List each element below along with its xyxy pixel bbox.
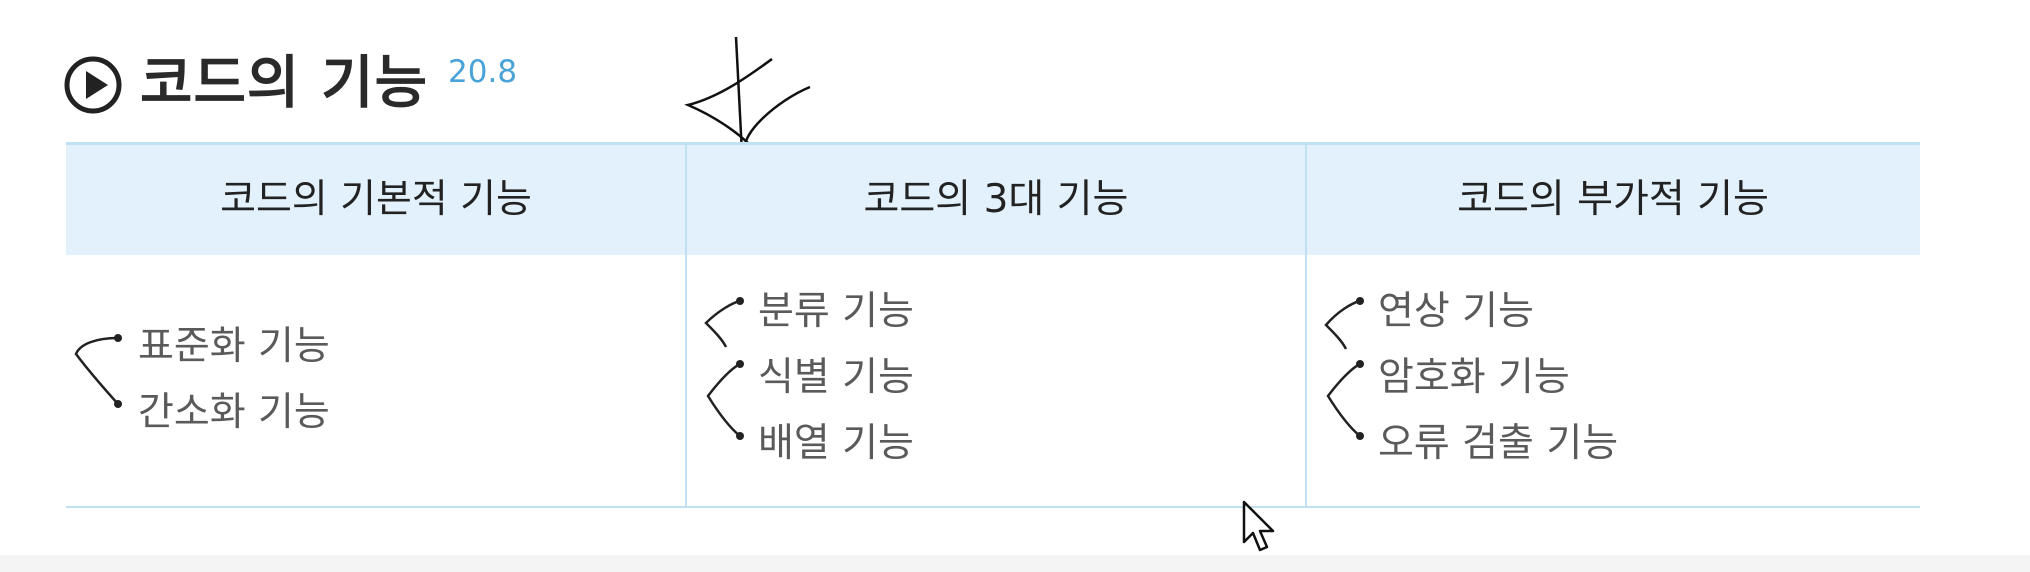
column-divider [685,142,687,508]
list-item-arrangement: 배열 기능 [758,421,914,466]
table-header-row: 코드의 기본적 기능 코드의 3대 기능 코드의 부가적 기능 [66,142,1920,255]
list-item-identification: 식별 기능 [758,355,914,400]
bracket-icon [704,297,744,348]
table-bottom-border [66,506,1920,508]
section-title: 코드의 기능 [140,50,429,116]
bracket-icon [74,334,122,408]
list-item-encryption: 암호화 기능 [1378,355,1570,400]
section-heading: 코드의 기능 20.8 [62,48,517,118]
code-functions-table: 코드의 기본적 기능 코드의 3대 기능 코드의 부가적 기능 표준화 기능 간… [66,142,1920,508]
mouse-pointer-icon [1242,500,1275,552]
bracket-icon [1324,297,1364,350]
list-item-simplification: 간소화 기능 [138,390,330,435]
list-item-classification: 분류 기능 [758,289,914,334]
list-item-error-detection: 오류 검출 기능 [1378,421,1619,466]
bottom-shade [0,555,2030,572]
header-basic-functions: 코드의 기본적 기능 [220,177,532,222]
play-circle-icon [64,56,122,114]
list-item-standardization: 표준화 기능 [138,324,330,369]
bracket-icon [706,360,744,440]
header-additional-functions: 코드의 부가적 기능 [1457,177,1769,222]
list-item-association: 연상 기능 [1378,289,1534,334]
header-three-main-functions: 코드의 3대 기능 [863,177,1129,222]
exam-reference: 20.8 [448,54,518,90]
bracket-icon [1326,360,1364,440]
column-divider [1305,142,1307,508]
